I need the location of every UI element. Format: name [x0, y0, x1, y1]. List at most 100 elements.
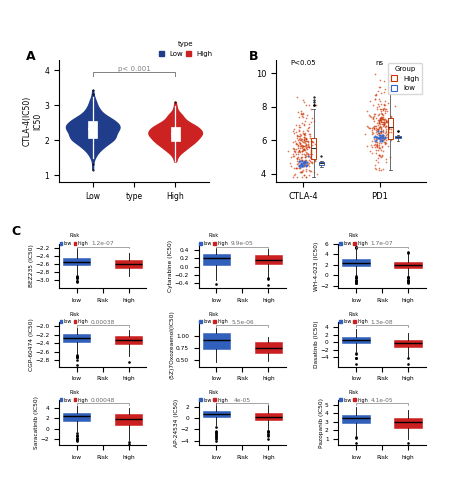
- Point: [300, 162, 307, 170]
- Point: [369, 101, 377, 109]
- Point: [379, 105, 387, 113]
- Point: [289, 127, 297, 135]
- Point: [372, 128, 380, 136]
- Point: [295, 156, 303, 164]
- Point: [379, 106, 386, 114]
- Point: [376, 134, 384, 141]
- Point: [374, 138, 381, 146]
- Point: [291, 148, 298, 156]
- Point: [373, 146, 380, 154]
- Point: [307, 132, 314, 140]
- Point: [295, 128, 303, 136]
- Point: [374, 142, 381, 150]
- Point: [376, 144, 384, 152]
- Legend: High, low: High, low: [388, 64, 422, 94]
- Point: [382, 118, 389, 126]
- PathPatch shape: [394, 340, 422, 347]
- Point: [381, 100, 388, 108]
- Point: [300, 150, 307, 158]
- Point: [377, 154, 385, 162]
- Point: [381, 109, 388, 117]
- Point: [381, 134, 389, 141]
- Point: [308, 114, 315, 122]
- Point: [383, 136, 390, 144]
- Point: [379, 132, 387, 140]
- Point: [361, 130, 369, 138]
- Point: [380, 131, 387, 139]
- Point: [369, 116, 377, 124]
- Point: [376, 132, 384, 140]
- Point: [380, 132, 387, 140]
- Legend: low, high: low, high: [200, 234, 228, 246]
- Point: [301, 118, 309, 126]
- Point: [371, 70, 378, 78]
- Point: [304, 138, 312, 146]
- Point: [379, 115, 386, 123]
- Point: [379, 147, 387, 155]
- Point: [379, 126, 387, 134]
- Point: [302, 135, 310, 143]
- Point: [300, 130, 308, 138]
- Point: [370, 124, 377, 132]
- Point: [296, 146, 303, 154]
- Point: [377, 116, 385, 124]
- Point: [306, 150, 314, 158]
- Point: [377, 112, 385, 120]
- Legend: low, high: low, high: [339, 390, 368, 402]
- Point: [301, 130, 308, 138]
- Point: [307, 134, 314, 141]
- Point: [365, 124, 372, 132]
- Point: [375, 100, 382, 108]
- Point: [372, 138, 379, 145]
- Point: [295, 160, 303, 168]
- Point: [294, 160, 302, 168]
- Point: [372, 141, 380, 149]
- Text: 9.9e-05: 9.9e-05: [231, 241, 254, 246]
- Point: [380, 122, 388, 130]
- Point: [292, 128, 299, 136]
- Point: [391, 102, 398, 110]
- Point: [290, 170, 298, 178]
- Point: [378, 110, 386, 118]
- PathPatch shape: [63, 258, 90, 265]
- Point: [372, 95, 379, 103]
- Point: [300, 121, 307, 129]
- Point: [292, 138, 300, 146]
- Point: [375, 124, 383, 132]
- Point: [291, 147, 298, 155]
- Point: [382, 105, 389, 113]
- Point: [301, 146, 308, 154]
- Point: [298, 107, 305, 115]
- Point: [302, 137, 310, 145]
- Point: [294, 140, 301, 148]
- Point: [385, 124, 393, 132]
- Point: [303, 137, 310, 145]
- Point: [379, 112, 386, 120]
- Point: [376, 116, 384, 124]
- Point: [306, 122, 313, 130]
- Point: [300, 135, 307, 143]
- Point: [377, 108, 385, 116]
- Point: [382, 131, 390, 139]
- Point: [382, 125, 389, 133]
- Point: [296, 140, 304, 147]
- Point: [297, 110, 305, 118]
- Point: [377, 127, 385, 135]
- Point: [300, 142, 308, 150]
- Point: [376, 117, 383, 125]
- Point: [298, 131, 305, 139]
- Point: [377, 114, 385, 122]
- Point: [375, 164, 383, 172]
- Point: [311, 140, 319, 148]
- Point: [292, 150, 299, 158]
- PathPatch shape: [342, 338, 370, 343]
- Point: [375, 139, 382, 147]
- Point: [387, 136, 394, 144]
- Point: [376, 76, 383, 84]
- Point: [371, 95, 379, 103]
- Point: [384, 134, 391, 141]
- Point: [372, 150, 380, 158]
- Point: [297, 154, 305, 162]
- Point: [298, 160, 306, 168]
- Point: [381, 124, 389, 132]
